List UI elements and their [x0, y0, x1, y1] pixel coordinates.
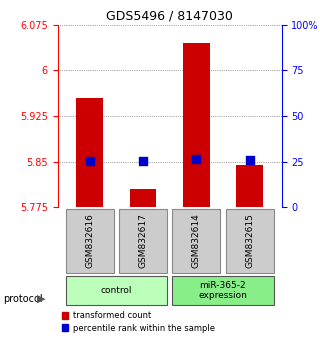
FancyBboxPatch shape: [226, 209, 274, 273]
FancyBboxPatch shape: [172, 275, 274, 306]
Text: GSM832614: GSM832614: [192, 213, 201, 268]
Legend: transformed count, percentile rank within the sample: transformed count, percentile rank withi…: [62, 311, 215, 332]
Bar: [236, 165, 263, 207]
Point: [140, 158, 146, 164]
Text: GSM832615: GSM832615: [245, 213, 254, 268]
FancyBboxPatch shape: [119, 209, 167, 273]
Bar: [183, 43, 210, 207]
Text: miR-365-2
expression: miR-365-2 expression: [198, 281, 247, 300]
Text: GSM832617: GSM832617: [139, 213, 148, 268]
Text: ▶: ▶: [37, 294, 45, 304]
Bar: [130, 189, 156, 207]
Text: protocol: protocol: [3, 294, 43, 304]
FancyBboxPatch shape: [66, 209, 114, 273]
Bar: [76, 98, 103, 207]
Text: control: control: [100, 286, 132, 295]
Title: GDS5496 / 8147030: GDS5496 / 8147030: [106, 9, 233, 22]
Point: [247, 157, 252, 163]
FancyBboxPatch shape: [172, 209, 220, 273]
Point: [194, 156, 199, 161]
FancyBboxPatch shape: [66, 275, 167, 306]
Point: [87, 158, 92, 164]
Text: GSM832616: GSM832616: [85, 213, 94, 268]
